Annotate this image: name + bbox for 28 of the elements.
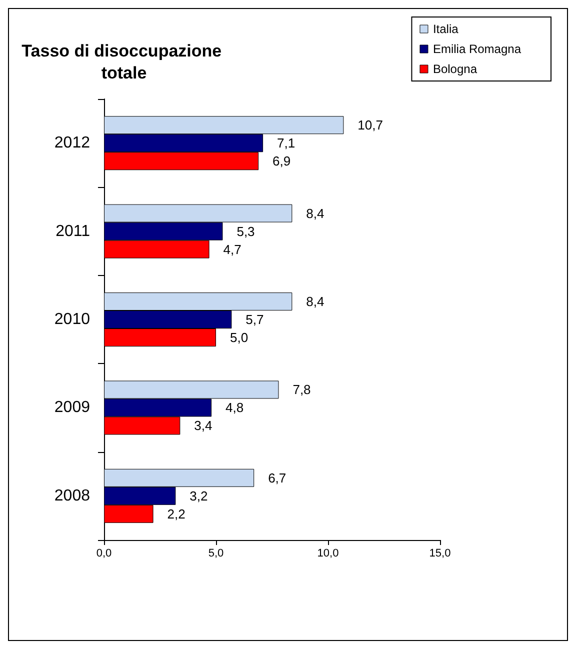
legend-label: Bologna bbox=[432, 62, 478, 76]
data-label: 3,4 bbox=[194, 418, 212, 434]
y-tick-label: 2009 bbox=[54, 399, 90, 416]
x-tick-label: 15,0 bbox=[429, 548, 451, 560]
y-tick-label: 2012 bbox=[54, 134, 90, 152]
data-label: 10,7 bbox=[358, 118, 383, 133]
x-tick-label: 5,0 bbox=[208, 548, 224, 560]
legend-label: Emilia Romagna bbox=[432, 42, 522, 56]
data-label: 7,1 bbox=[277, 136, 296, 151]
data-label: 4,8 bbox=[226, 400, 244, 416]
y-tick-label: 2010 bbox=[54, 311, 90, 328]
data-label: 5,3 bbox=[236, 224, 255, 239]
y-tick-label: 2008 bbox=[54, 487, 90, 504]
data-label: 3,2 bbox=[190, 488, 208, 504]
x-tick-label: 10,0 bbox=[317, 548, 339, 560]
x-tick-label: 0,0 bbox=[96, 548, 112, 560]
chart-title: Tasso di disoccupazione totale bbox=[22, 42, 226, 82]
data-label: 8,4 bbox=[306, 294, 324, 309]
y-tick-label: 2011 bbox=[56, 222, 90, 240]
data-label: 6,9 bbox=[272, 154, 291, 169]
data-label: 8,4 bbox=[306, 206, 324, 221]
data-label: 2,2 bbox=[167, 506, 186, 522]
data-label: 5,0 bbox=[230, 330, 248, 345]
data-label: 7,8 bbox=[292, 382, 311, 398]
data-label: 5,7 bbox=[246, 312, 264, 327]
legend-label: Italia bbox=[432, 22, 459, 36]
data-label: 4,7 bbox=[223, 242, 242, 257]
data-label: 6,7 bbox=[268, 470, 286, 486]
